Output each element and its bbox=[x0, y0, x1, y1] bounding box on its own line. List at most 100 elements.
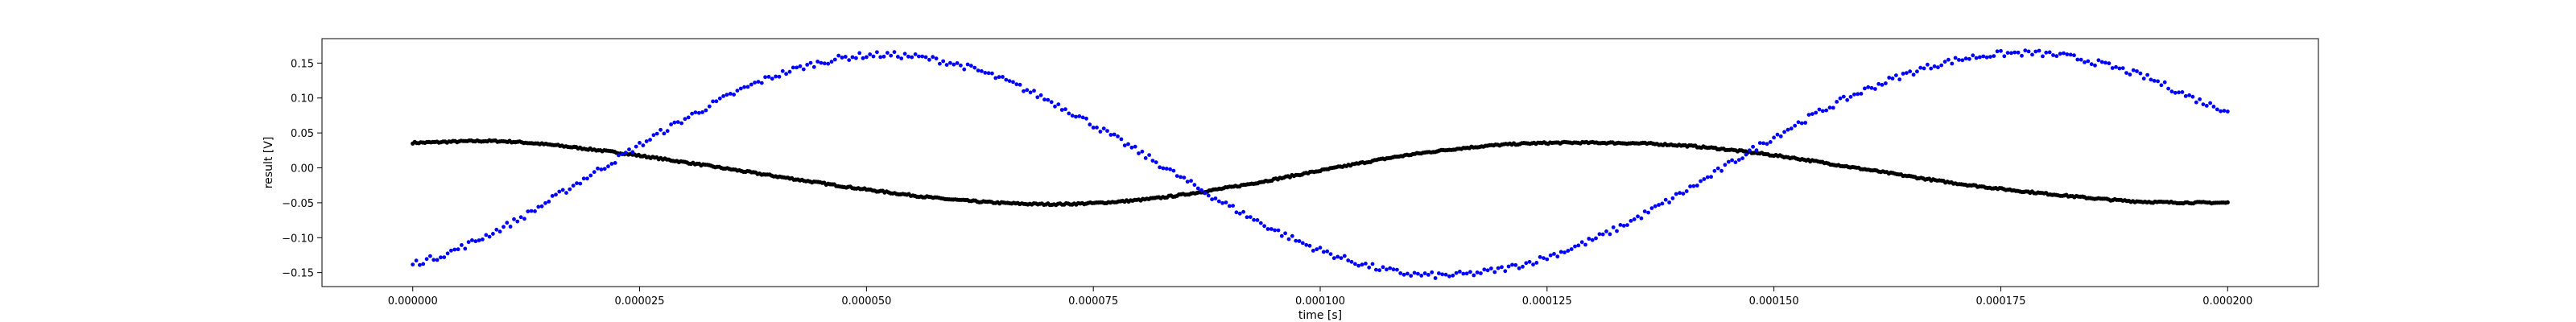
data-point bbox=[2114, 64, 2118, 69]
data-point bbox=[1688, 184, 1693, 188]
data-point bbox=[2117, 66, 2122, 71]
data-point bbox=[1409, 274, 1414, 278]
data-point bbox=[1600, 232, 1605, 237]
data-point bbox=[871, 54, 876, 59]
data-point bbox=[564, 191, 568, 196]
data-point bbox=[965, 62, 970, 67]
data-point bbox=[1374, 267, 1378, 272]
data-point bbox=[1430, 270, 1435, 275]
data-point bbox=[2156, 79, 2161, 84]
data-point bbox=[1440, 272, 1445, 277]
data-point bbox=[2033, 49, 2038, 54]
data-point bbox=[1195, 186, 1200, 191]
data-point bbox=[2044, 50, 2049, 55]
data-point bbox=[1437, 271, 1441, 275]
data-point bbox=[473, 239, 478, 244]
data-point bbox=[2225, 109, 2230, 114]
data-point bbox=[1279, 233, 1284, 238]
data-point bbox=[822, 61, 827, 66]
data-point bbox=[518, 215, 523, 220]
y-tick-label: 0.10 bbox=[291, 93, 314, 105]
data-point bbox=[1678, 191, 1682, 196]
data-point bbox=[1485, 268, 1490, 273]
data-point bbox=[976, 68, 980, 72]
data-point bbox=[675, 120, 680, 125]
data-point bbox=[1472, 273, 1476, 278]
data-point bbox=[2083, 60, 2087, 64]
data-point bbox=[1859, 92, 1864, 96]
data-point bbox=[1077, 114, 1082, 118]
data-point bbox=[1426, 273, 1430, 277]
data-point bbox=[431, 258, 436, 262]
data-point bbox=[700, 110, 704, 114]
data-point bbox=[1915, 69, 1919, 74]
data-point bbox=[2145, 72, 2150, 77]
data-point bbox=[993, 76, 998, 80]
data-point bbox=[547, 200, 551, 204]
data-point bbox=[1074, 114, 1078, 119]
data-point bbox=[1953, 56, 1958, 60]
data-point bbox=[1984, 55, 1989, 60]
data-point bbox=[1545, 257, 1550, 262]
data-point bbox=[512, 217, 516, 221]
data-point bbox=[1088, 122, 1092, 127]
data-point bbox=[1950, 61, 1955, 66]
data-point bbox=[1856, 92, 1860, 97]
data-point bbox=[889, 53, 894, 58]
data-point bbox=[1863, 86, 1867, 91]
y-tick-label: −0.10 bbox=[282, 233, 314, 245]
data-point bbox=[1699, 179, 1703, 184]
data-point bbox=[1433, 276, 1438, 280]
data-point bbox=[1733, 160, 1738, 165]
data-point bbox=[1451, 273, 1455, 278]
data-point bbox=[1091, 126, 1096, 130]
data-point bbox=[1775, 132, 1780, 137]
data-point bbox=[470, 238, 474, 242]
data-point bbox=[770, 76, 774, 81]
data-point bbox=[1852, 92, 1856, 97]
x-axis-label: time [s] bbox=[1298, 309, 1342, 322]
data-point bbox=[1001, 75, 1005, 79]
data-point bbox=[1761, 141, 1766, 146]
x-tick-label: 0.000000 bbox=[388, 295, 438, 308]
x-tick-label: 0.000125 bbox=[1522, 295, 1572, 308]
y-tick-label: 0.15 bbox=[291, 58, 314, 70]
data-point bbox=[1796, 120, 1801, 125]
data-point bbox=[1395, 267, 1399, 272]
data-point bbox=[1224, 200, 1228, 204]
data-point bbox=[1248, 215, 1253, 219]
data-point bbox=[980, 69, 984, 73]
data-point bbox=[1936, 65, 1940, 70]
data-point bbox=[1203, 191, 1208, 196]
data-point bbox=[1636, 214, 1640, 219]
data-point bbox=[2173, 90, 2178, 95]
data-point bbox=[1531, 262, 1535, 266]
data-point bbox=[481, 237, 485, 242]
data-point bbox=[1185, 180, 1190, 184]
data-point bbox=[1681, 192, 1686, 196]
data-point bbox=[424, 257, 429, 262]
data-point bbox=[442, 255, 447, 259]
data-point bbox=[1119, 137, 1124, 142]
data-point bbox=[886, 51, 890, 55]
data-point bbox=[1751, 144, 1756, 149]
data-point bbox=[1164, 167, 1169, 171]
data-point bbox=[756, 80, 761, 84]
data-point bbox=[1558, 250, 1563, 254]
data-point bbox=[938, 61, 942, 66]
data-point bbox=[959, 63, 963, 68]
data-point bbox=[654, 131, 659, 136]
data-point bbox=[1719, 168, 1724, 173]
data-point bbox=[1304, 242, 1309, 247]
data-point bbox=[1297, 239, 1302, 243]
data-point bbox=[717, 96, 722, 101]
data-point bbox=[2149, 77, 2153, 82]
data-point bbox=[487, 234, 492, 239]
data-point bbox=[1806, 113, 1811, 118]
y-axis: −0.15 −0.10 −0.05 0.00 0.05 0.10 0.15 bbox=[282, 58, 322, 280]
data-point bbox=[696, 110, 701, 115]
data-point bbox=[704, 108, 708, 113]
data-point bbox=[1056, 102, 1061, 106]
data-point bbox=[683, 117, 687, 122]
data-point bbox=[494, 227, 499, 232]
